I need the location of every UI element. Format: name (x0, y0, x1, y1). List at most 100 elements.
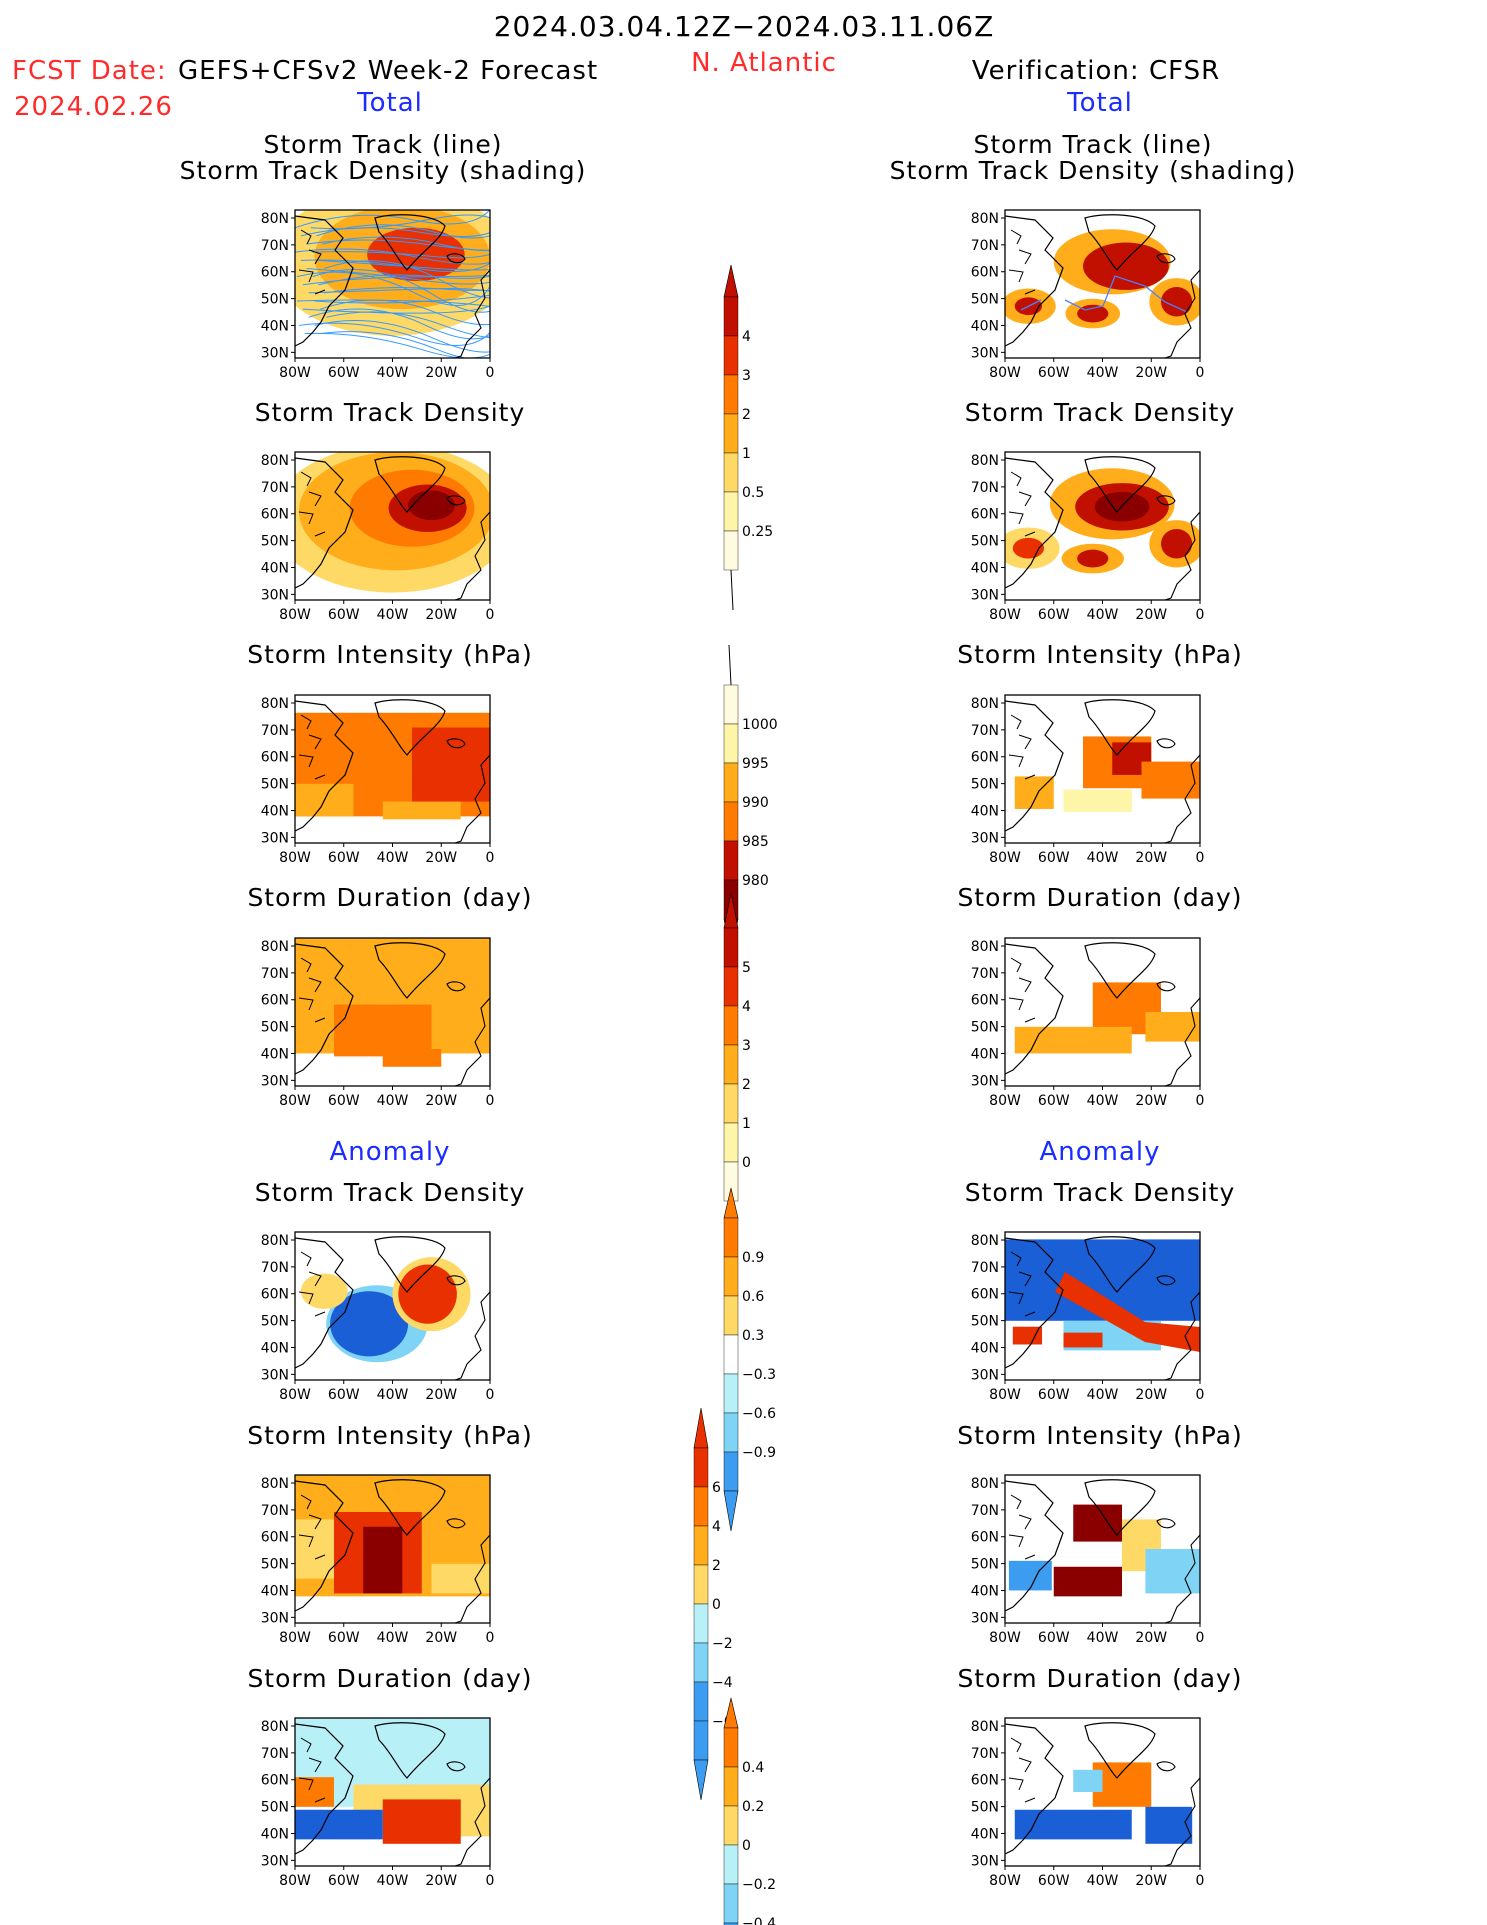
lon-tick-label: 0 (486, 1387, 495, 1403)
colorbar-segment (723, 1805, 739, 1846)
greenland-coastline (374, 1479, 446, 1536)
colorbar-arrow (693, 1759, 709, 1801)
shade-cell (1053, 1566, 1122, 1597)
shade-cell (295, 1809, 383, 1840)
lon-tick-label: 20W (1135, 1387, 1167, 1403)
title-track-shading-left: Storm Track Density (shading) (179, 156, 587, 185)
iceland-coastline (446, 495, 466, 506)
storm-track-line (312, 251, 490, 259)
iceland-coastline (1156, 1518, 1176, 1529)
lat-tick-label: 30N (971, 830, 999, 846)
shade-cell (1145, 1806, 1193, 1844)
lon-tick-label: 60W (328, 365, 360, 381)
storm-track-line (295, 248, 490, 265)
lon-tick-label: 0 (486, 1093, 495, 1109)
lat-tick-label: 80N (261, 1233, 289, 1249)
lon-tick-label: 60W (328, 850, 360, 866)
shade-cell (363, 1526, 403, 1594)
north-america-coastline (295, 1480, 354, 1612)
lat-tick-label: 50N (261, 534, 289, 550)
lon-tick-label: 20W (1135, 1093, 1167, 1109)
lat-tick-label: 80N (261, 453, 289, 469)
colorbar-segment (723, 1295, 739, 1336)
lat-tick-label: 50N (261, 1557, 289, 1573)
fcst-date-label: FCST Date: (12, 56, 167, 86)
shade-region (1055, 1272, 1200, 1352)
lat-tick-label: 60N (261, 993, 289, 1009)
storm-track-line (320, 331, 490, 358)
lon-tick-label: 0 (486, 607, 495, 623)
storm-track-line (322, 236, 490, 252)
shade-cell (412, 727, 490, 802)
lat-tick-label: 40N (261, 560, 289, 576)
lon-tick-label: 40W (377, 1093, 409, 1109)
shade-region (1161, 528, 1193, 559)
shade-cell (382, 1049, 442, 1067)
map-anom-duration-forecast: 80N 70N 60N 50N 40N 30N 80W 60W 40W 20W 0 (261, 1717, 494, 1889)
greenland-coastline (374, 942, 446, 999)
greenland-coastline (1084, 1479, 1156, 1536)
north-america-coastline (1005, 943, 1064, 1075)
lon-tick-label: 0 (1196, 607, 1205, 623)
greenland-coastline (374, 699, 446, 756)
shade-cell (1014, 776, 1054, 809)
islands-coastline (298, 229, 326, 295)
shade-cell (1145, 1549, 1200, 1594)
title-intensity-left: Storm Intensity (hPa) (247, 640, 533, 669)
lon-tick-label: 20W (425, 1630, 457, 1646)
lat-tick-label: 60N (971, 1287, 999, 1303)
storm-track-line (308, 308, 490, 340)
north-america-coastline (295, 457, 354, 589)
colorbar-segment (723, 1256, 739, 1297)
lon-tick-label: 0 (1196, 1093, 1205, 1109)
lon-tick-label: 20W (425, 1093, 457, 1109)
title-anom-intensity-right: Storm Intensity (hPa) (957, 1421, 1243, 1450)
colorbar-arrow (728, 644, 732, 686)
shade-region (300, 1273, 348, 1309)
islands-coastline (298, 714, 326, 780)
lat-tick-label: 30N (971, 1853, 999, 1869)
lon-tick-label: 80W (989, 1093, 1021, 1109)
colorbar-segment (693, 1681, 709, 1722)
colorbar-segment (723, 1766, 739, 1807)
shade-cell (334, 1004, 432, 1057)
shade-region (330, 1291, 409, 1357)
colorbar-segment (693, 1603, 709, 1644)
greenland-coastline (1084, 1236, 1156, 1293)
greenland-coastline (374, 456, 446, 513)
storm-track-line (295, 210, 490, 229)
colorbar-segment (723, 1083, 739, 1124)
colorbar-label: −0.3 (742, 1367, 776, 1383)
lat-tick-label: 70N (971, 480, 999, 496)
lon-tick-label: 60W (328, 1093, 360, 1109)
map-intensity-forecast: 80N 70N 60N 50N 40N 30N 80W 60W 40W 20W 0 (261, 694, 494, 866)
islands-coastline (1008, 1251, 1036, 1317)
lat-tick-label: 60N (261, 1287, 289, 1303)
title-track-line-right: Storm Track (line) (973, 130, 1213, 159)
lat-tick-label: 70N (971, 238, 999, 254)
lon-tick-label: 20W (425, 850, 457, 866)
lat-tick-label: 60N (971, 993, 999, 1009)
map-density-forecast: 80N 70N 60N 50N 40N 30N 80W 60W 40W 20W 0 (261, 451, 495, 623)
colorbar-label: 3 (742, 1038, 751, 1054)
colorbar-label: −0.2 (742, 1877, 776, 1893)
lon-tick-label: 40W (377, 1387, 409, 1403)
colorbar-segment (723, 1922, 739, 1925)
colorbar-label: 990 (742, 795, 769, 811)
iceland-coastline (1156, 738, 1176, 749)
islands-coastline (1008, 957, 1036, 1023)
lon-tick-label: 20W (425, 365, 457, 381)
colorbar-arrow (723, 1187, 739, 1219)
islands-coastline (298, 1737, 326, 1803)
north-america-coastline (295, 215, 354, 347)
greenland-coastline (1084, 1722, 1156, 1779)
colorbar-label: 980 (742, 873, 769, 889)
lon-tick-label: 20W (1135, 365, 1167, 381)
lon-tick-label: 0 (1196, 850, 1205, 866)
map-density-verification: 80N 70N 60N 50N 40N 30N 80W 60W 40W 20W 0 (971, 451, 1205, 623)
storm-track-line (300, 259, 490, 273)
shade-cell (1141, 761, 1200, 799)
lat-tick-label: 40N (261, 1046, 289, 1062)
lon-tick-label: 40W (377, 365, 409, 381)
colorbar-label: 1000 (742, 717, 778, 733)
